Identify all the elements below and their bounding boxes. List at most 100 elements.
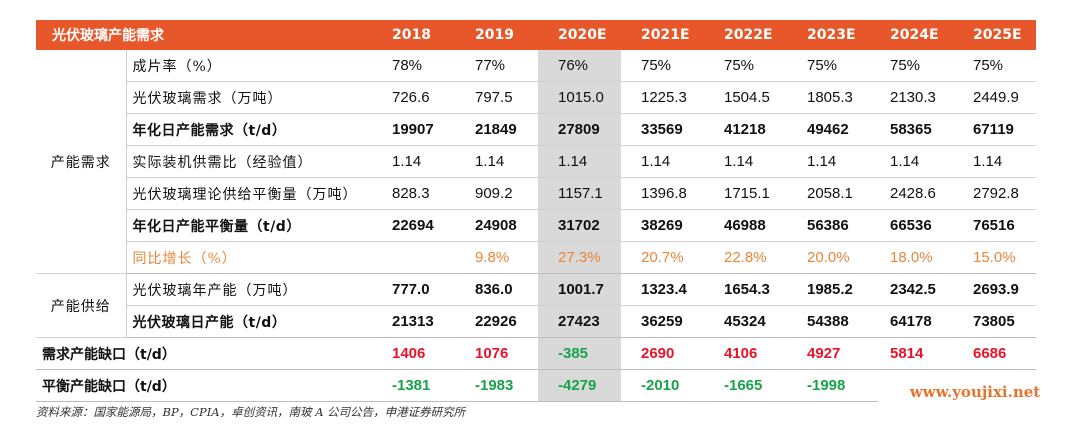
table-cell: -1983 — [455, 369, 538, 402]
row-label: 同比增长（%） — [126, 241, 372, 274]
table-cell: 76% — [538, 50, 621, 82]
table-cell: 1396.8 — [621, 177, 704, 210]
row-label: 光伏玻璃需求（万吨） — [126, 81, 372, 114]
table-cell: 2690 — [621, 337, 704, 370]
table-cell: 24908 — [455, 209, 538, 242]
year-header: 2021E — [621, 20, 704, 50]
table-cell: 22694 — [372, 209, 455, 242]
header-row: 光伏玻璃产能需求 2018 2019 2020E 2021E 2022E 202… — [36, 20, 1036, 50]
year-header: 2025E — [953, 20, 1036, 50]
table-cell: 20.7% — [621, 241, 704, 274]
table-cell: 1.14 — [704, 145, 787, 178]
row-label: 年化日产能需求（t/d） — [126, 113, 372, 146]
table-cell: 75% — [953, 50, 1036, 82]
row-label: 光伏玻璃理论供给平衡量（万吨） — [126, 177, 372, 210]
table-cell: 2449.9 — [953, 81, 1036, 114]
table-row: 年化日产能需求（t/d） 19907 21849 27809 33569 412… — [36, 113, 1036, 146]
table-cell: 73805 — [953, 305, 1036, 338]
table-cell: 22926 — [455, 305, 538, 338]
table-cell: 1001.7 — [538, 273, 621, 306]
table-cell: 1654.3 — [704, 273, 787, 306]
table-cell: 726.6 — [372, 81, 455, 114]
table-cell: 909.2 — [455, 177, 538, 210]
table-row: 同比增长（%） 9.8% 27.3% 20.7% 22.8% 20.0% 18.… — [36, 241, 1036, 274]
table-cell: 1.14 — [372, 145, 455, 178]
table-cell: 2428.6 — [870, 177, 953, 210]
table-cell: 64178 — [870, 305, 953, 338]
source-note: 资料来源：国家能源局，BP，CPIA，卓创资讯，南玻 A 公司公告，申港证券研究… — [36, 405, 466, 419]
table-cell: 75% — [870, 50, 953, 82]
table-cell: 1406 — [372, 337, 455, 370]
table-cell: 1.14 — [621, 145, 704, 178]
table-cell: 1157.1 — [538, 177, 621, 210]
table-cell: 75% — [787, 50, 870, 82]
table-row: 产能供给 光伏玻璃年产能（万吨） 777.0 836.0 1001.7 1323… — [36, 273, 1036, 338]
pv-glass-capacity-table: 光伏玻璃产能需求 2018 2019 2020E 2021E 2022E 202… — [36, 20, 1036, 402]
table-cell: 27423 — [538, 305, 621, 338]
table-cell: -2010 — [621, 369, 704, 402]
table-cell: 836.0 — [455, 273, 538, 306]
row-label: 平衡产能缺口（t/d） — [36, 369, 372, 402]
table-cell: 33569 — [621, 113, 704, 146]
year-header: 2018 — [372, 20, 455, 50]
table-cell: 797.5 — [455, 81, 538, 114]
group-label-supply: 产能供给 — [36, 273, 127, 338]
year-header: 2024E — [870, 20, 953, 50]
table-cell: 27809 — [538, 113, 621, 146]
table-row: 需求产能缺口（t/d） 1406 1076 -385 2690 4106 492… — [36, 337, 1036, 370]
table-cell: 54388 — [787, 305, 870, 338]
table-row: 产能需求 成片率（%） 78% 77% 76% 75% 75% 75% 75% … — [36, 50, 1036, 274]
row-label: 成片率（%） — [126, 50, 372, 82]
table-cell — [372, 241, 455, 274]
table-cell: 1.14 — [870, 145, 953, 178]
table-cell: 2693.9 — [953, 273, 1036, 306]
table-cell: 1015.0 — [538, 81, 621, 114]
table-cell: 1.14 — [787, 145, 870, 178]
table-cell: 78% — [372, 50, 455, 82]
table-cell: 76516 — [953, 209, 1036, 242]
table-cell: -385 — [538, 337, 621, 370]
group-label-demand: 产能需求 — [36, 50, 127, 274]
table-cell: 828.3 — [372, 177, 455, 210]
table-row: 年化日产能平衡量（t/d） 22694 24908 31702 38269 46… — [36, 209, 1036, 242]
table-cell: 27.3% — [538, 241, 621, 274]
table-cell: 1715.1 — [704, 177, 787, 210]
table-cell: 56386 — [787, 209, 870, 242]
table-cell: 1.14 — [953, 145, 1036, 178]
table-row: 光伏玻璃日产能（t/d） 21313 22926 27423 36259 453… — [36, 305, 1036, 338]
table-cell: 6686 — [953, 337, 1036, 370]
table-cell: 58365 — [870, 113, 953, 146]
table-cell: 1.14 — [538, 145, 621, 178]
table-cell: 1985.2 — [787, 273, 870, 306]
table-cell: 9.8% — [455, 241, 538, 274]
table-cell: 2342.5 — [870, 273, 953, 306]
table-cell: 21849 — [455, 113, 538, 146]
year-header: 2022E — [704, 20, 787, 50]
table-cell: 45324 — [704, 305, 787, 338]
table-cell: 19907 — [372, 113, 455, 146]
table-cell: 36259 — [621, 305, 704, 338]
table-cell: -1998 — [787, 369, 870, 402]
table-cell: 66536 — [870, 209, 953, 242]
row-label: 光伏玻璃日产能（t/d） — [126, 305, 372, 338]
table-cell: 2130.3 — [870, 81, 953, 114]
table-cell: 41218 — [704, 113, 787, 146]
row-label: 需求产能缺口（t/d） — [36, 337, 372, 370]
table-cell: 4106 — [704, 337, 787, 370]
table-cell: 49462 — [787, 113, 870, 146]
table-cell: 1076 — [455, 337, 538, 370]
table-cell: -1665 — [704, 369, 787, 402]
table-cell: 22.8% — [704, 241, 787, 274]
row-label: 实际装机供需比（经验值） — [126, 145, 372, 178]
table-row: 实际装机供需比（经验值） 1.14 1.14 1.14 1.14 1.14 1.… — [36, 145, 1036, 178]
table-cell: 38269 — [621, 209, 704, 242]
table-cell: 1.14 — [455, 145, 538, 178]
table-cell: 77% — [455, 50, 538, 82]
table-cell: 67119 — [953, 113, 1036, 146]
table-cell: 777.0 — [372, 273, 455, 306]
year-header: 2020E — [538, 20, 621, 50]
table-cell: 2058.1 — [787, 177, 870, 210]
table-cell: 1225.3 — [621, 81, 704, 114]
table-cell: -1381 — [372, 369, 455, 402]
row-label: 光伏玻璃年产能（万吨） — [126, 273, 372, 306]
